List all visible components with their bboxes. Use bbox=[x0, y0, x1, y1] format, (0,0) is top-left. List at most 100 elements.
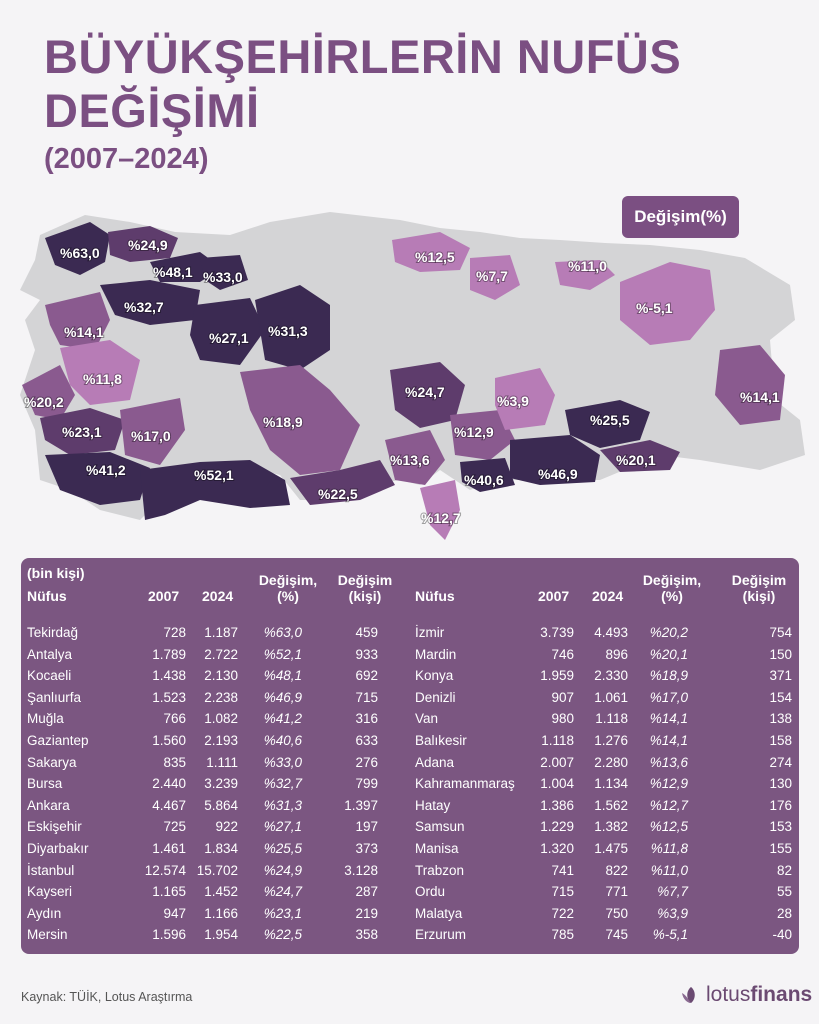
change-absolute: 219 bbox=[355, 905, 378, 921]
region-sakarya bbox=[200, 255, 248, 290]
change-percent: %41,2 bbox=[263, 711, 302, 727]
table-row: Mersin 1.596 1.954 %22,5 358 bbox=[0, 927, 819, 948]
city-name: Ankara bbox=[27, 797, 70, 813]
change-absolute: 158 bbox=[769, 733, 792, 748]
change-percent: %11,8 bbox=[650, 841, 688, 856]
city-name: Konya bbox=[415, 668, 454, 684]
change-percent: %31,3 bbox=[263, 797, 302, 813]
table-row: Bursa 2.440 3.239 %32,7 799 bbox=[0, 776, 819, 797]
city-name: Trabzon bbox=[415, 862, 465, 878]
value-2024: 5.864 bbox=[204, 797, 238, 813]
city-name: Manisa bbox=[415, 841, 459, 856]
change-percent: %33,0 bbox=[263, 754, 302, 770]
change-absolute: 316 bbox=[355, 711, 378, 727]
lotus-icon bbox=[682, 987, 695, 1003]
page-subtitle: (2007–2024) bbox=[44, 143, 209, 175]
value-2007: 725 bbox=[163, 819, 186, 835]
table-row: Kayseri 1.165 1.452 %24,7 287 bbox=[0, 884, 819, 905]
value-2007: 2.440 bbox=[152, 776, 186, 792]
value-2007: 1.560 bbox=[152, 733, 186, 748]
value-2007: 12.574 bbox=[144, 862, 186, 878]
value-2024: 2.330 bbox=[594, 668, 628, 684]
region-van bbox=[715, 345, 785, 425]
value-2007: 766 bbox=[163, 711, 186, 727]
map-label: %3,9 bbox=[497, 393, 529, 409]
change-absolute: 197 bbox=[355, 819, 378, 835]
city-name: İstanbul bbox=[27, 862, 75, 878]
change-percent: %63,0 bbox=[263, 625, 302, 640]
value-2024: 1.082 bbox=[204, 711, 238, 727]
value-2024: 1.276 bbox=[594, 733, 628, 748]
city-name: Muğla bbox=[27, 711, 64, 727]
region-aydin bbox=[40, 408, 125, 455]
value-2007: 1.959 bbox=[540, 668, 574, 684]
region-eskisehir bbox=[190, 298, 265, 365]
change-absolute: 154 bbox=[769, 689, 792, 705]
city-name: Samsun bbox=[415, 819, 465, 835]
table-row: Sakarya 835 1.111 %33,0 276 bbox=[0, 755, 819, 776]
value-2007: 1.523 bbox=[152, 689, 186, 705]
change-absolute: 371 bbox=[769, 668, 792, 684]
change-absolute: 276 bbox=[355, 754, 378, 770]
change-percent: %23,1 bbox=[263, 905, 302, 921]
change-absolute: 287 bbox=[355, 884, 378, 900]
change-percent: %20,1 bbox=[649, 646, 688, 662]
value-2024: 2.238 bbox=[204, 689, 238, 705]
value-2024: 1.562 bbox=[594, 797, 628, 813]
change-absolute: 754 bbox=[769, 625, 792, 640]
table-row: Diyarbakır 1.461 1.834 %25,5 373 bbox=[0, 841, 819, 862]
change-absolute: 459 bbox=[355, 625, 378, 640]
value-2024: 822 bbox=[605, 862, 628, 878]
value-2024: 1.111 bbox=[206, 754, 238, 770]
value-2007: 1.004 bbox=[540, 776, 574, 792]
map-label: %23,1 bbox=[62, 424, 102, 440]
value-2007: 741 bbox=[551, 862, 574, 878]
region-mugla bbox=[45, 452, 150, 505]
region-trabzon bbox=[555, 260, 615, 290]
lotusfinans-logo: lotus finans bbox=[680, 983, 812, 1007]
change-absolute: 155 bbox=[769, 841, 792, 856]
change-absolute: 130 bbox=[769, 776, 792, 792]
value-2024: 1.475 bbox=[594, 841, 628, 856]
value-2007: 728 bbox=[163, 625, 186, 640]
map-label: %11,8 bbox=[83, 371, 122, 387]
region-samsun bbox=[392, 232, 470, 272]
region-ordu bbox=[470, 255, 520, 300]
region-sanliurfa bbox=[510, 435, 600, 485]
value-2024: 15.702 bbox=[196, 862, 238, 878]
value-2024: 750 bbox=[605, 905, 628, 921]
region-istanbul bbox=[108, 226, 178, 262]
change-absolute: 799 bbox=[355, 776, 378, 792]
city-name: Mersin bbox=[27, 927, 68, 943]
map-label: %63,0 bbox=[60, 245, 100, 261]
change-percent: %11,0 bbox=[650, 862, 688, 878]
table-row: Tekirdağ 728 1.187 %63,0 459 bbox=[0, 625, 819, 646]
value-2024: 1.834 bbox=[204, 841, 238, 856]
city-name: Denizli bbox=[415, 689, 456, 705]
city-name: Tekirdağ bbox=[27, 625, 79, 640]
map-label: %12,9 bbox=[454, 424, 494, 440]
population-table bbox=[21, 558, 799, 954]
change-absolute: 28 bbox=[776, 905, 792, 921]
header-pct-right: Değişim, (%) bbox=[642, 572, 702, 604]
city-name: Van bbox=[415, 711, 439, 727]
table-row: İstanbul 12.574 15.702 %24,9 3.128 bbox=[0, 863, 819, 884]
region-tekirdag bbox=[45, 222, 110, 275]
city-name: Sakarya bbox=[27, 754, 77, 770]
region-bursa bbox=[100, 280, 200, 325]
header-2007-right: 2007 bbox=[538, 588, 570, 604]
value-2007: 1.229 bbox=[540, 819, 574, 835]
map-label: %25,5 bbox=[590, 412, 630, 428]
table-row: Kocaeli 1.438 2.130 %48,1 692 bbox=[0, 668, 819, 689]
value-2007: 980 bbox=[551, 711, 574, 727]
value-2024: 1.118 bbox=[595, 711, 628, 727]
value-2007: 1.386 bbox=[540, 797, 574, 813]
value-2007: 2.007 bbox=[540, 754, 574, 770]
region-kayseri bbox=[390, 362, 465, 428]
change-percent: %22,5 bbox=[263, 927, 302, 943]
city-name: Balıkesir bbox=[415, 733, 467, 748]
map-label: %41,2 bbox=[86, 462, 126, 478]
value-2024: 1.166 bbox=[204, 905, 238, 921]
change-percent: %25,5 bbox=[263, 841, 302, 856]
city-name: Malatya bbox=[415, 905, 463, 921]
